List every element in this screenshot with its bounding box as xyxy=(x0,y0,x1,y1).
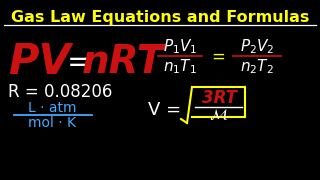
Text: nRT: nRT xyxy=(82,43,164,81)
Text: $\mathcal{M}$: $\mathcal{M}$ xyxy=(209,107,228,123)
Text: $n_1T_1$: $n_1T_1$ xyxy=(163,58,197,76)
Text: L · atm: L · atm xyxy=(28,101,76,115)
Text: R = 0.08206: R = 0.08206 xyxy=(8,83,112,101)
Text: V =: V = xyxy=(148,101,181,119)
Text: =: = xyxy=(211,48,225,66)
Text: $n_2T_2$: $n_2T_2$ xyxy=(240,58,274,76)
Text: =: = xyxy=(67,48,92,76)
Text: $P_2V_2$: $P_2V_2$ xyxy=(240,38,274,56)
Text: mol · K: mol · K xyxy=(28,116,76,130)
Text: $P_1V_1$: $P_1V_1$ xyxy=(163,38,197,56)
Text: Gas Law Equations and Formulas: Gas Law Equations and Formulas xyxy=(11,10,309,25)
Text: PV: PV xyxy=(8,41,71,83)
Text: 3RT: 3RT xyxy=(202,89,236,107)
